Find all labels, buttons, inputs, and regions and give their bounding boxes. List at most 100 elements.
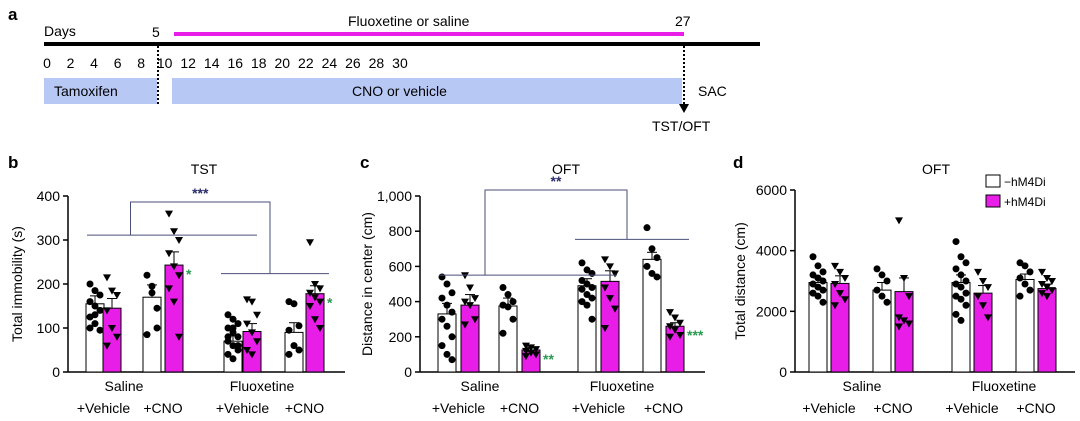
- c-point-triangle: [676, 319, 684, 327]
- d-condition-label: +Vehicle: [945, 400, 999, 416]
- legend-filled-swatch: [985, 194, 1001, 208]
- c-point-circle: [578, 259, 586, 267]
- c-sig-saline-cno: **: [543, 351, 554, 367]
- d-point-circle: [957, 316, 965, 324]
- b-y-tick-label: 300: [37, 232, 61, 248]
- c-point-triangle: [522, 347, 530, 355]
- c-point-triangle: [676, 332, 684, 340]
- d-condition-label: +Vehicle: [802, 400, 856, 416]
- b-condition-label: +CNO: [285, 400, 324, 416]
- c-bar-pos-0: [460, 304, 480, 373]
- b-point-circle: [229, 315, 237, 323]
- c-point-circle: [448, 289, 456, 297]
- d-point-triangle: [1038, 268, 1046, 276]
- c-point-circle: [438, 273, 446, 281]
- b-y-tick-label: 200: [37, 276, 61, 292]
- b-condition-label: +Vehicle: [216, 400, 270, 416]
- d-bar-pos-1: [894, 291, 914, 373]
- b-point-triangle: [311, 294, 319, 302]
- d-point-triangle: [895, 217, 903, 225]
- b-point-triangle: [306, 289, 314, 297]
- panel-c-label: c: [360, 153, 369, 172]
- c-point-circle: [443, 350, 451, 358]
- c-point-triangle: [601, 325, 609, 332]
- d-point-triangle: [1048, 278, 1056, 285]
- b-point-circle: [229, 355, 237, 363]
- d-point-circle: [819, 277, 827, 285]
- d-group-label: Fluoxetine: [972, 378, 1037, 394]
- tamoxifen-label: Tamoxifen: [54, 83, 118, 99]
- treatment-label: Fluoxetine or saline: [348, 13, 470, 29]
- c-point-triangle: [466, 284, 474, 292]
- d-bar-pos-3: [1037, 288, 1057, 373]
- chart-oft-center: OFT Distance in center (cm) 0 200 400 600 800 1…: [359, 161, 705, 416]
- d-point-triangle: [831, 262, 839, 270]
- timeline-tick-6: 6: [114, 55, 122, 71]
- timeline-tick-10: 10: [157, 55, 173, 71]
- b-point-circle: [285, 350, 293, 358]
- b-sig-between: ***: [192, 185, 209, 201]
- b-point-triangle: [165, 210, 173, 218]
- b-point-triangle: [253, 338, 261, 346]
- b-point-circle: [229, 342, 237, 350]
- c-point-circle: [588, 269, 596, 277]
- timeline-tick-28: 28: [369, 55, 385, 71]
- tamoxifen-bar: [44, 78, 157, 104]
- c-point-circle: [438, 315, 446, 323]
- d-y-tick-label: 2000: [756, 303, 787, 319]
- b-point-circle: [224, 311, 232, 319]
- b-group-label: Fluoxetine: [230, 378, 295, 394]
- c-point-circle: [578, 298, 586, 306]
- b-point-circle: [234, 333, 242, 341]
- c-point-circle: [499, 284, 507, 292]
- c-point-triangle: [606, 295, 614, 303]
- d-point-triangle: [1043, 284, 1051, 292]
- d-point-circle: [878, 271, 886, 279]
- d-y-tick-label: 4000: [756, 243, 787, 259]
- timeline-ticks: 0 2 4 6 8 10 12 14 16 18 20 22 24 26 28 30: [43, 55, 408, 71]
- b-point-triangle: [175, 333, 183, 341]
- c-point-triangle: [671, 314, 679, 322]
- b-point-circle: [285, 326, 293, 334]
- c-sig-between: **: [551, 173, 562, 189]
- cno-bar: [172, 78, 682, 104]
- c-point-triangle: [532, 351, 540, 359]
- d-point-circle: [957, 295, 965, 303]
- days-label: Days: [44, 23, 76, 39]
- b-point-circle: [234, 342, 242, 350]
- cno-label: CNO or vehicle: [352, 83, 447, 99]
- d-y-axis-label: Total distance (cm): [732, 222, 748, 339]
- b-point-circle: [148, 282, 156, 290]
- b-point-triangle: [253, 311, 261, 319]
- b-point-triangle: [306, 303, 314, 310]
- c-point-circle: [653, 254, 661, 262]
- d-point-triangle: [979, 278, 987, 285]
- timeline-tick-18: 18: [251, 55, 267, 71]
- b-point-triangle: [165, 250, 173, 258]
- b-point-triangle: [108, 287, 116, 295]
- d-point-triangle: [841, 274, 849, 282]
- b-sig-fluoxetine-cno: *: [327, 295, 333, 311]
- test-arrow-icon: [679, 104, 689, 113]
- b-y-tick-label: 0: [52, 364, 60, 380]
- c-bar-neg-1: [498, 305, 518, 373]
- d-point-triangle: [831, 302, 839, 310]
- d-point-circle: [873, 265, 881, 273]
- b-point-triangle: [175, 237, 183, 244]
- c-point-triangle: [471, 316, 479, 324]
- b-point-triangle: [243, 296, 251, 304]
- c-point-triangle: [671, 326, 679, 334]
- d-point-triangle: [974, 293, 982, 301]
- b-point-circle: [295, 322, 303, 330]
- d-point-circle: [952, 265, 960, 273]
- c-point-circle: [509, 298, 517, 306]
- c-point-triangle: [606, 263, 614, 271]
- b-point-triangle: [248, 298, 256, 306]
- d-point-circle: [883, 277, 891, 285]
- timeline-tick-0: 0: [43, 55, 51, 71]
- chart-tst: TST Total immobility (s) 0 100 200 300 400 +Veh…: [9, 161, 345, 416]
- b-point-circle: [96, 326, 104, 334]
- c-point-triangle: [527, 344, 535, 352]
- d-point-circle: [952, 238, 960, 246]
- d-point-triangle: [1038, 281, 1046, 289]
